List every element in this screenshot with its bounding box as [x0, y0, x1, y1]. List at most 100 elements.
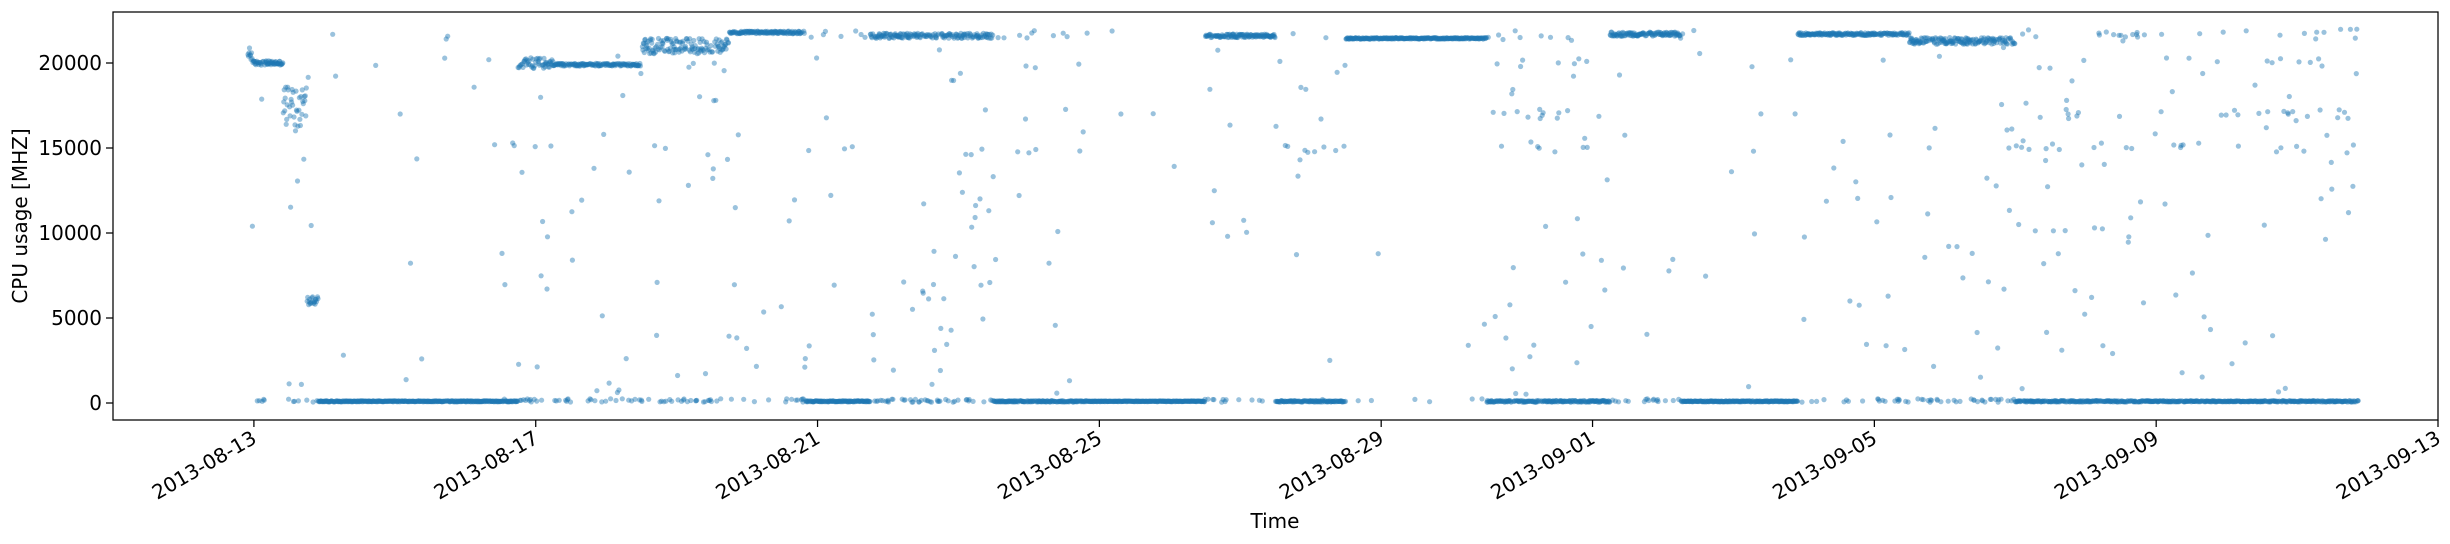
data-point	[1570, 73, 1577, 79]
data-point	[700, 46, 706, 52]
data-point	[1481, 321, 1487, 327]
data-point	[318, 398, 324, 404]
data-point	[1906, 30, 1912, 36]
data-point	[250, 59, 256, 65]
data-point	[1105, 398, 1111, 404]
data-point	[462, 398, 468, 404]
data-point	[1037, 398, 1043, 404]
data-point	[1020, 398, 1027, 404]
data-point	[740, 29, 746, 36]
data-point	[336, 398, 342, 405]
data-point	[411, 399, 417, 405]
data-point	[1039, 399, 1045, 405]
data-point	[1015, 399, 1021, 405]
data-point	[2301, 30, 2307, 36]
data-point	[1465, 342, 1471, 348]
data-point	[1512, 28, 1518, 34]
data-point	[1342, 398, 1349, 404]
data-point	[675, 397, 681, 403]
data-point	[809, 398, 815, 404]
data-point	[767, 30, 773, 36]
data-point	[970, 34, 976, 40]
data-point	[930, 32, 936, 38]
data-point	[1249, 397, 1255, 403]
data-point	[915, 32, 921, 38]
data-point	[402, 398, 408, 404]
data-point	[655, 41, 661, 47]
data-point	[1982, 399, 1988, 405]
data-point	[851, 398, 857, 404]
data-point	[2265, 109, 2271, 115]
data-point	[1104, 398, 1110, 404]
data-point	[721, 68, 727, 74]
data-point	[1039, 398, 1045, 404]
data-point	[497, 399, 503, 405]
data-point	[990, 174, 996, 180]
data-point	[1277, 58, 1283, 64]
data-point	[2158, 109, 2164, 115]
data-point	[400, 398, 406, 404]
data-point	[1088, 398, 1095, 405]
data-point	[1517, 34, 1523, 41]
data-point	[1065, 399, 1071, 405]
data-point	[1107, 398, 1113, 404]
data-point	[1831, 165, 1837, 171]
data-point	[694, 397, 700, 403]
data-point	[922, 397, 928, 403]
data-point	[461, 398, 467, 404]
data-point	[267, 58, 273, 64]
data-point	[412, 398, 418, 405]
data-point	[905, 34, 911, 41]
data-point	[651, 51, 657, 57]
data-point	[585, 61, 591, 68]
data-point	[557, 61, 563, 67]
data-point	[1225, 233, 1231, 239]
data-point	[1084, 398, 1090, 404]
data-point	[1018, 398, 1024, 404]
data-point	[815, 398, 822, 404]
data-point	[983, 31, 989, 37]
data-point	[617, 63, 624, 69]
data-point	[993, 399, 999, 405]
data-point	[696, 50, 702, 56]
data-point	[767, 29, 773, 35]
data-point	[541, 55, 547, 62]
data-point	[604, 61, 610, 67]
data-point	[722, 43, 728, 49]
data-point	[685, 182, 692, 188]
data-point	[406, 399, 413, 405]
data-point	[1131, 398, 1137, 404]
data-point	[496, 398, 502, 404]
data-point	[939, 31, 945, 37]
data-point	[935, 31, 942, 37]
data-point	[1056, 398, 1062, 404]
data-point	[693, 398, 699, 404]
data-point	[1993, 183, 1999, 189]
data-point	[343, 398, 349, 404]
data-point	[387, 398, 393, 404]
data-point	[657, 399, 663, 405]
data-point	[458, 399, 464, 405]
data-point	[558, 60, 564, 67]
data-point	[1127, 398, 1133, 404]
data-point	[560, 61, 566, 67]
data-point	[643, 40, 649, 47]
data-point	[1023, 399, 1030, 405]
data-point	[397, 399, 403, 405]
data-point	[506, 399, 512, 405]
data-point	[2069, 78, 2075, 84]
data-point	[702, 371, 709, 377]
data-point	[385, 398, 392, 404]
data-point	[1076, 61, 1082, 67]
data-point	[431, 398, 437, 404]
data-point	[869, 35, 875, 41]
data-point	[1259, 398, 1265, 404]
data-point	[1007, 398, 1013, 404]
data-point	[575, 63, 581, 69]
data-point	[610, 61, 616, 67]
data-point	[261, 397, 267, 403]
data-point	[859, 398, 865, 404]
data-point	[548, 61, 555, 67]
data-point	[1115, 398, 1121, 404]
data-point	[444, 398, 450, 404]
